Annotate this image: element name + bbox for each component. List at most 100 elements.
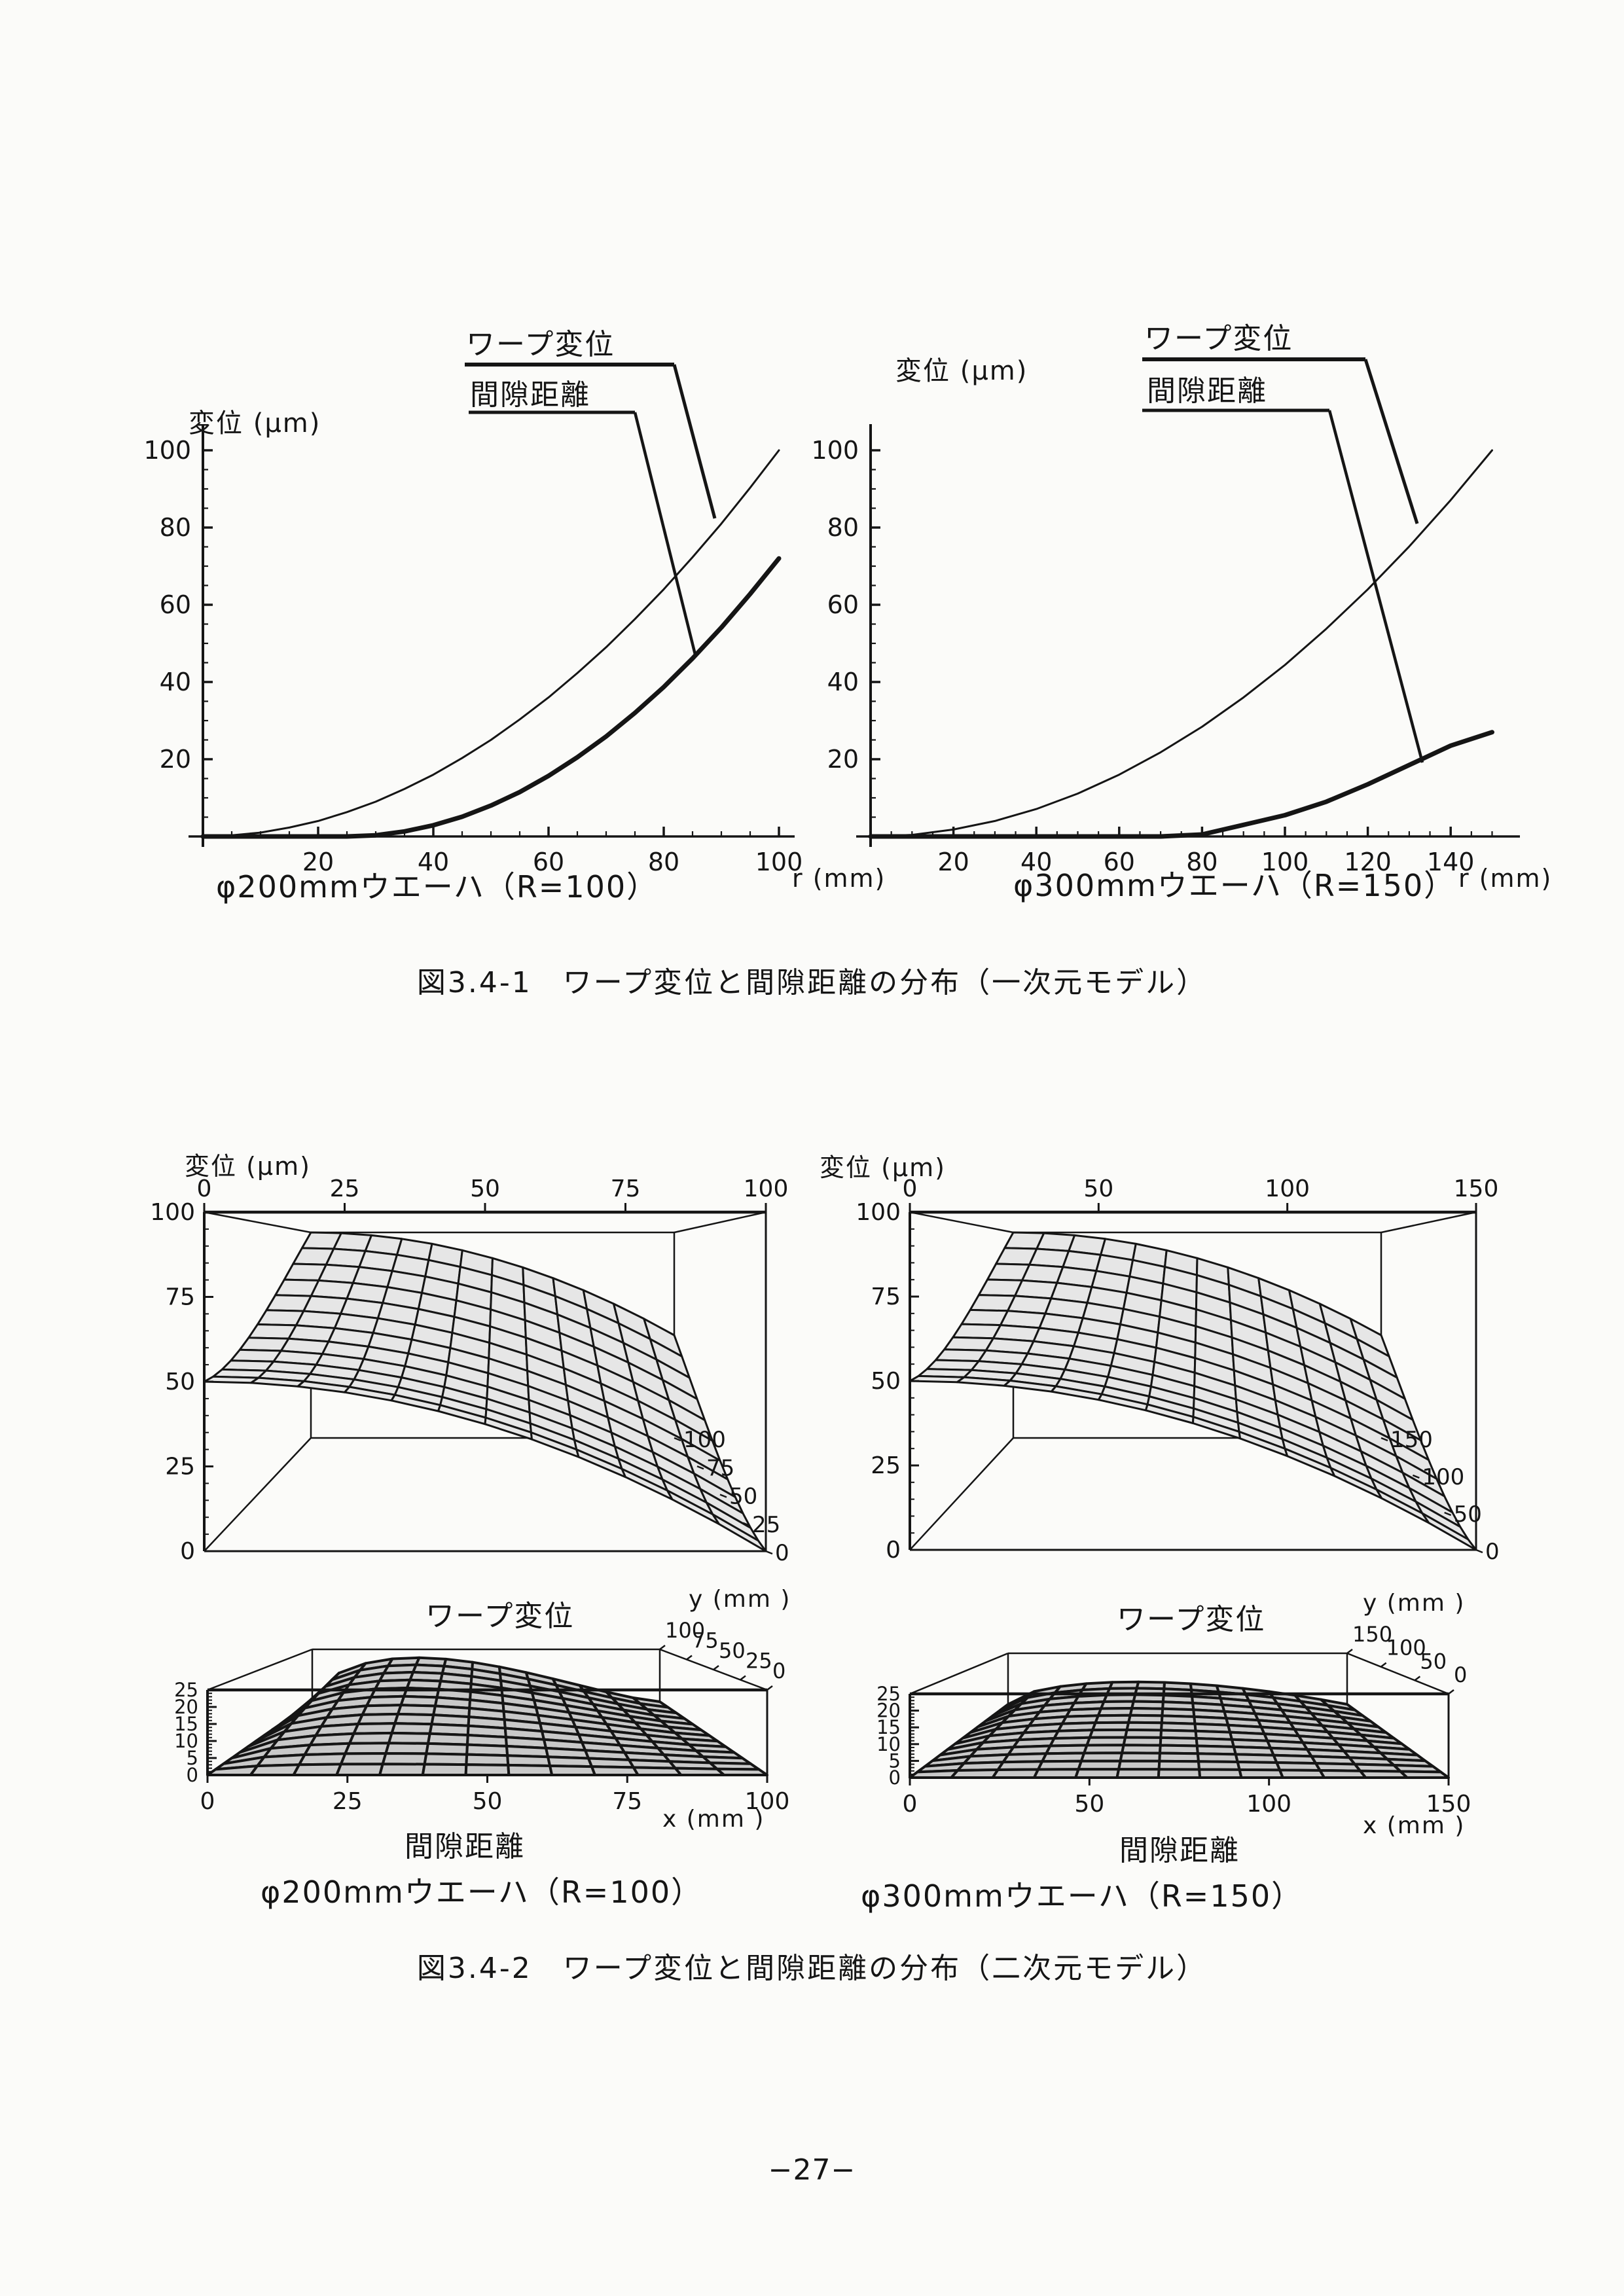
x-tick-label: 100 [745,1788,790,1815]
figure1-caption: 図3.4-1 ワープ変位と間隙距離の分布（一次元モデル） [416,966,1208,999]
y-tick-label: 0 [1454,1662,1467,1687]
box-edge [674,1211,767,1234]
y-tick-label: 50 [1454,1501,1482,1528]
box-edge [1346,1652,1449,1695]
surface-mesh-cell [1238,1768,1284,1779]
z-tick-label: 25 [871,1452,901,1479]
surface-mesh-cell [292,1763,342,1776]
y-tick-label: 100 [1422,1464,1464,1490]
axis-tick-label: 100 [143,436,191,465]
right-chart-gap-callout-label: 間隙距離 [1147,374,1267,408]
y-major-tick [674,1437,681,1442]
surface-mesh-cell [1157,1768,1202,1779]
z-tick-label: 100 [856,1199,901,1226]
box-edge [204,1211,312,1234]
axis-tick-label: 40 [418,848,449,876]
box-edge [207,1648,313,1691]
x-tick-label: 100 [744,1175,789,1202]
surface-right-y-axis-label: y (mm ) [1363,1590,1466,1617]
x-tick-label: 50 [470,1175,500,1202]
y-major-tick [1380,1437,1388,1442]
axis-tick-label: 60 [1104,848,1135,876]
y-major-tick [1414,1676,1421,1681]
x-tick-label: 75 [612,1788,642,1815]
z-tick-label: 50 [165,1369,195,1395]
y-major-tick [1475,1549,1483,1554]
surface-mesh-cell [712,1513,767,1552]
y-tick-label: 25 [752,1512,780,1538]
y-tick-label: 0 [772,1659,785,1683]
surface-mesh-cell [590,1765,640,1776]
z-tick-label: 100 [150,1199,195,1226]
surface-left-wafer-label: φ200mmウエーハ（R=100） [261,1874,703,1910]
z-tick-label: 0 [886,1537,901,1564]
surface-mesh-cell [1032,1768,1080,1779]
x-tick-label: 50 [473,1788,503,1815]
z-tick-label: 5 [187,1747,198,1769]
surface-mesh-cell [950,1768,1000,1779]
right-chart-title: φ300mmウエーハ（R=150） [1013,868,1456,903]
x-tick-label: 100 [1246,1791,1291,1818]
surface-right-gap-caption: 間隙距離 [1119,1834,1240,1867]
z-tick-label: 20 [876,1700,901,1722]
x-tick-label: 75 [611,1175,641,1202]
surface-mesh-cell [909,1769,959,1779]
axis-tick-label: 60 [533,848,564,876]
warp-leader-line [1363,359,1419,524]
axis-tick-label: 100 [811,436,859,465]
surface-mesh-cell [421,1763,468,1776]
x-tick-label: 0 [903,1175,918,1202]
warp-leader-line [672,364,717,519]
y-major-tick [719,1494,727,1498]
surface-mesh-cell [249,1763,300,1776]
right-chart-y-axis-label: 変位 (μm) [895,356,1028,386]
surface-left-y-axis-label: y (mm ) [689,1586,791,1613]
surface-right-z-axis-label: 変位 (μm) [820,1153,946,1182]
y-major-tick [767,1685,773,1691]
axis-tick-label: 60 [827,590,859,619]
surface-left-x-axis-label: x (mm ) [662,1806,765,1833]
surface-mesh-cell [344,1742,390,1755]
x-tick-label: 25 [333,1788,363,1815]
figure2-caption: 図3.4-2 ワープ変位と間隙距離の分布（二次元モデル） [416,1952,1208,1985]
surface-mesh-cell [1198,1768,1243,1779]
left-chart-title: φ200mmウエーハ（R=100） [216,869,659,905]
surface-mesh-cell [1278,1768,1326,1779]
z-tick-label: 50 [871,1368,901,1395]
x-tick-label: 150 [1426,1791,1471,1818]
axis-tick-label: 140 [1427,848,1475,876]
x-tick-label: 50 [1074,1791,1104,1818]
left-chart-x-axis-label: r (mm) [792,864,886,893]
y-tick-label: 25 [746,1649,772,1674]
surface-mesh-cell [384,1742,429,1755]
y-major-tick [1346,1649,1353,1654]
y-tick-label: 50 [719,1638,746,1663]
surface-mesh-cell [549,1765,596,1776]
y-tick-label: 75 [692,1628,719,1653]
axis-tick-label: 80 [1186,848,1218,876]
left-chart-gap-callout-label: 間隙距離 [470,378,590,412]
y-tick-label: 150 [1390,1427,1433,1453]
gap-distance-curve [200,556,782,839]
right-chart-warp-callout-label: ワープ変位 [1144,322,1293,355]
z-tick-label: 10 [174,1730,198,1752]
axis-tick-label: 20 [937,848,969,876]
surface-mesh-cell [1115,1768,1161,1779]
y-tick-label: 50 [729,1484,757,1510]
y-tick-label: 100 [665,1618,705,1643]
x-tick-label: 0 [903,1791,918,1818]
y-tick-label: 100 [683,1427,726,1453]
y-major-tick [765,1550,773,1555]
surface-mesh-cell [991,1768,1039,1779]
box-edge [204,1437,312,1552]
surface-mesh-cell [381,1752,428,1766]
z-tick-label: 0 [180,1538,195,1565]
z-tick-label: 5 [889,1749,901,1772]
surface-mesh-cell [335,1763,384,1776]
surface-mesh-cell [632,1766,683,1776]
z-tick-label: 15 [876,1716,901,1738]
box-edge [909,1211,1014,1234]
y-major-tick [696,1465,704,1470]
